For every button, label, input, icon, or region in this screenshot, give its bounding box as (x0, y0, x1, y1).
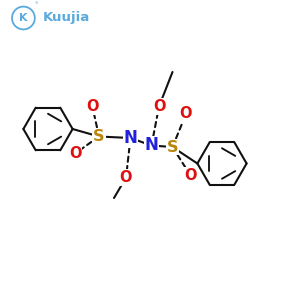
Text: O: O (153, 99, 165, 114)
Text: O: O (69, 146, 81, 161)
Text: Kuujia: Kuujia (42, 11, 89, 25)
Text: O: O (184, 168, 197, 183)
Text: K: K (19, 13, 28, 23)
Text: N: N (145, 136, 158, 154)
Text: O: O (180, 106, 192, 122)
Text: N: N (124, 129, 137, 147)
Text: S: S (93, 129, 105, 144)
Text: O: O (86, 99, 99, 114)
Text: O: O (120, 170, 132, 185)
Text: S: S (167, 140, 178, 154)
Text: °: ° (34, 2, 38, 8)
